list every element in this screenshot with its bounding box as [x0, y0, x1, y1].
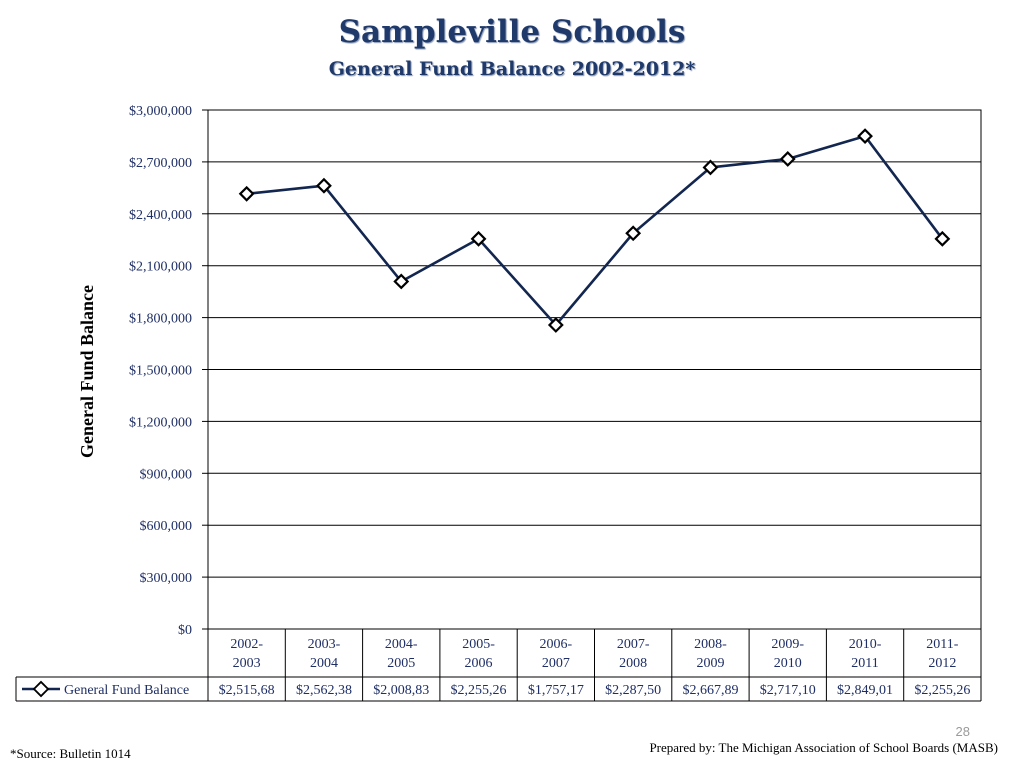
y-tick-label: $300,000 [140, 571, 193, 586]
x-tick-label: 2008- [694, 637, 727, 652]
y-tick-label: $2,400,000 [129, 208, 192, 223]
x-tick-label: 2006 [465, 656, 493, 671]
x-tick-label: 2004 [310, 656, 338, 671]
data-table-cell: $2,255,26 [451, 683, 507, 698]
data-point [934, 230, 951, 247]
y-tick-label: $2,700,000 [129, 156, 192, 171]
x-tick-label: 2011- [926, 637, 958, 652]
data-table-cell: $2,515,68 [219, 683, 275, 698]
legend-marker-icon [32, 680, 50, 698]
data-table-cell: $1,757,17 [528, 683, 584, 698]
x-tick-label: 2006- [540, 637, 573, 652]
y-tick-label: $3,000,000 [129, 104, 192, 119]
y-tick-label: $1,500,000 [129, 364, 192, 379]
x-tick-label: 2008 [619, 656, 647, 671]
data-point [857, 128, 873, 145]
x-tick-label: 2012 [928, 656, 956, 671]
legend-label: General Fund Balance [64, 683, 189, 698]
x-tick-label: 2003- [308, 637, 341, 652]
chart-title: Sampleville Schools [338, 14, 686, 50]
x-tick-label: 2011 [851, 656, 878, 671]
x-tick-label: 2005- [462, 637, 495, 652]
data-table-cell: $2,717,10 [760, 683, 816, 698]
y-axis-title: General Fund Balance [77, 285, 97, 458]
x-tick-label: 2007- [617, 637, 650, 652]
data-point [470, 230, 487, 247]
series-line [246, 134, 944, 327]
x-tick-label: 2009- [771, 637, 804, 652]
x-tick-label: 2002- [230, 637, 263, 652]
chart-subtitle: General Fund Balance 2002-2012* [328, 58, 696, 80]
data-point [238, 185, 255, 202]
data-table-cell: $2,562,38 [296, 683, 352, 698]
data-point [316, 177, 332, 194]
y-tick-label: $900,000 [140, 467, 193, 482]
data-table-cell: $2,667,89 [682, 683, 738, 698]
x-tick-label: 2005 [387, 656, 415, 671]
y-tick-label: $0 [178, 623, 192, 638]
y-tick-label: $600,000 [140, 519, 193, 534]
y-tick-label: $1,200,000 [129, 415, 192, 430]
y-tick-label: $1,800,000 [129, 312, 192, 327]
data-table-cell: $2,255,26 [914, 683, 970, 698]
x-tick-label: 2010- [849, 637, 882, 652]
x-tick-label: 2003 [233, 656, 261, 671]
data-table-cell: $2,287,50 [605, 683, 661, 698]
data-point [702, 159, 719, 176]
page-number: 28 [955, 724, 970, 739]
data-point [393, 273, 410, 290]
data-point [779, 151, 796, 167]
x-tick-label: 2009 [696, 656, 724, 671]
y-tick-label: $2,100,000 [129, 260, 192, 275]
x-tick-label: 2010 [774, 656, 802, 671]
prepared-by-note: Prepared by: The Michigan Association of… [649, 740, 998, 755]
x-tick-label: 2004- [385, 637, 418, 652]
source-note: *Source: Bulletin 1014 [10, 746, 131, 761]
data-table-cell: $2,008,83 [373, 683, 429, 698]
data-point [547, 317, 564, 333]
data-point [625, 225, 642, 242]
data-table-cell: $2,849,01 [837, 683, 893, 698]
x-tick-label: 2007 [542, 656, 570, 671]
